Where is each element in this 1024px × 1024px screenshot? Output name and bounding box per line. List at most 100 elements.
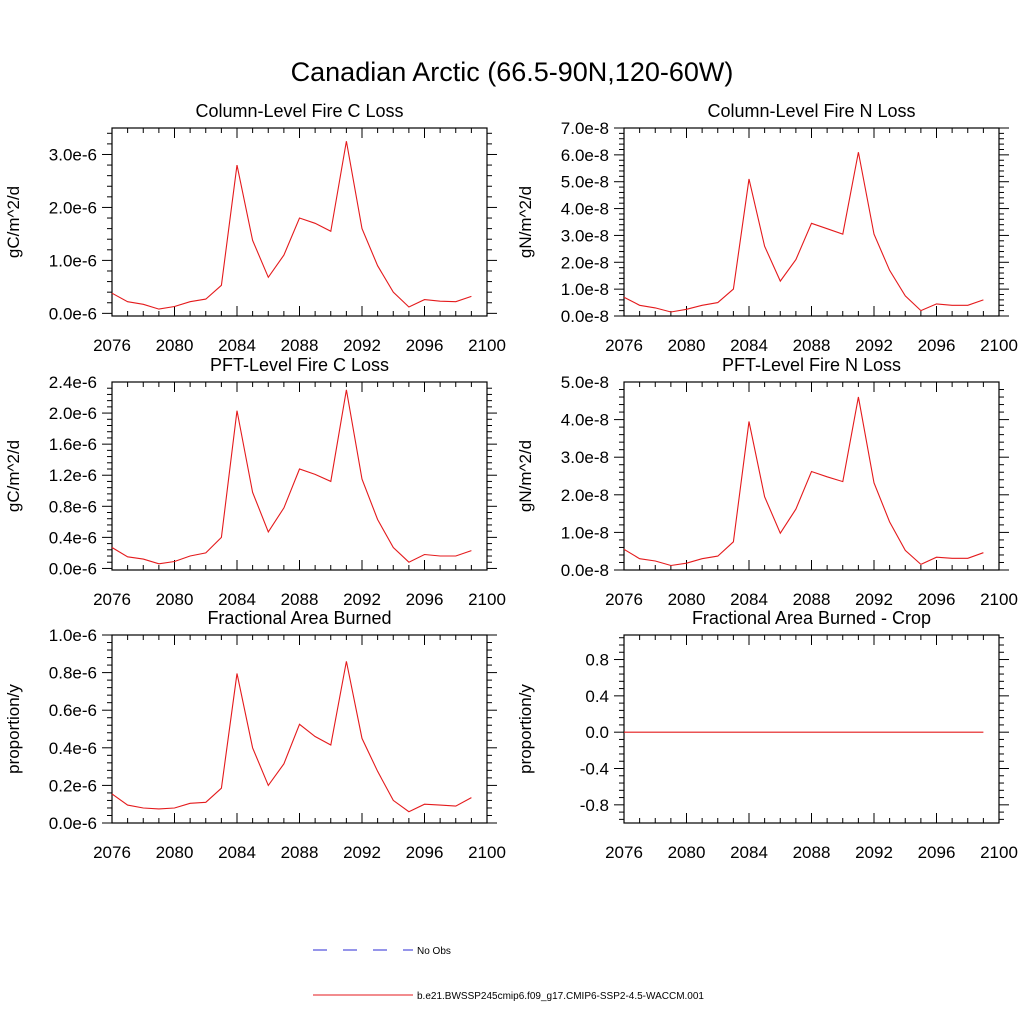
y-tick-label: 0.0e-8 bbox=[561, 307, 609, 326]
y-axis-label: gN/m^2/d bbox=[516, 440, 535, 512]
y-tick-label: 7.0e-8 bbox=[561, 119, 609, 138]
chart-panel-4: PFT-Level Fire N Loss gN/m^2/d 2076 2080 208… bbox=[516, 355, 1018, 609]
y-tick-label: 5.0e-8 bbox=[561, 373, 609, 392]
y-tick-label: 0.0e-6 bbox=[49, 559, 97, 578]
plot-frame bbox=[623, 381, 1000, 571]
x-tick-label: 2100 bbox=[980, 336, 1018, 355]
y-tick-label: -0.8 bbox=[580, 796, 609, 815]
y-tick-label: 1.0e-6 bbox=[49, 626, 97, 645]
y-tick-label: 2.0e-8 bbox=[561, 486, 609, 505]
y-tick-label: 2.0e-6 bbox=[49, 404, 97, 423]
y-tick-label: 0.4e-6 bbox=[49, 528, 97, 547]
x-tick-label: 2092 bbox=[855, 590, 893, 609]
y-tick-label: 1.0e-8 bbox=[561, 280, 609, 299]
x-tick-label: 2100 bbox=[468, 336, 506, 355]
panel-title: Column-Level Fire N Loss bbox=[707, 101, 915, 121]
y-tick-label: 0.8e-6 bbox=[49, 664, 97, 683]
main-title: Canadian Arctic (66.5-90N,120-60W) bbox=[291, 57, 734, 87]
x-tick-label: 2092 bbox=[855, 336, 893, 355]
x-tick-label: 2084 bbox=[730, 843, 768, 862]
x-tick-label: 2092 bbox=[343, 336, 381, 355]
panel-title: PFT-Level Fire C Loss bbox=[210, 355, 389, 375]
y-tick-label: 3.0e-8 bbox=[561, 226, 609, 245]
series-line bbox=[623, 396, 984, 567]
series-line bbox=[111, 141, 472, 310]
y-tick-label: 4.0e-8 bbox=[561, 200, 609, 219]
x-tick-label: 2080 bbox=[668, 590, 706, 609]
x-tick-label: 2080 bbox=[156, 590, 194, 609]
x-tick-label: 2096 bbox=[406, 843, 444, 862]
panel-title: PFT-Level Fire N Loss bbox=[722, 355, 901, 375]
y-tick-label: 0.8 bbox=[585, 651, 609, 670]
y-axis-label: proportion/y bbox=[516, 684, 535, 774]
x-tick-label: 2100 bbox=[468, 590, 506, 609]
plot-frame bbox=[623, 634, 1000, 824]
x-tick-label: 2080 bbox=[668, 336, 706, 355]
x-tick-label: 2096 bbox=[918, 336, 956, 355]
plot-frame bbox=[111, 127, 488, 317]
x-tick-label: 2100 bbox=[468, 843, 506, 862]
y-tick-label: 0.4 bbox=[585, 687, 609, 706]
y-axis-label: gC/m^2/d bbox=[4, 440, 23, 512]
x-tick-label: 2076 bbox=[93, 336, 131, 355]
series-line bbox=[111, 389, 472, 565]
chart-panel-1: Column-Level Fire C Loss gC/m^2/d 2076 2080… bbox=[4, 101, 506, 355]
panel-title: Column-Level Fire C Loss bbox=[195, 101, 403, 121]
y-tick-label: 0.8e-6 bbox=[49, 497, 97, 516]
x-tick-label: 2092 bbox=[343, 590, 381, 609]
x-tick-label: 2088 bbox=[793, 590, 831, 609]
y-tick-label: 3.0e-8 bbox=[561, 448, 609, 467]
y-tick-label: 0.0e-8 bbox=[561, 561, 609, 580]
x-tick-label: 2080 bbox=[668, 843, 706, 862]
legend-label-model: b.e21.BWSSP245cmip6.f09_g17.CMIP6-SSP2-4… bbox=[417, 991, 704, 1002]
y-axis-label: proportion/y bbox=[4, 684, 23, 774]
series-line bbox=[623, 152, 984, 313]
x-tick-label: 2076 bbox=[605, 336, 643, 355]
y-tick-label: 2.0e-8 bbox=[561, 253, 609, 272]
x-tick-label: 2092 bbox=[855, 843, 893, 862]
x-tick-label: 2076 bbox=[93, 590, 131, 609]
y-tick-label: 0.0 bbox=[585, 723, 609, 742]
y-tick-label: 2.0e-6 bbox=[49, 198, 97, 217]
y-tick-label: 0.0e-6 bbox=[49, 304, 97, 323]
x-tick-label: 2088 bbox=[793, 336, 831, 355]
plot-frame bbox=[111, 381, 488, 571]
x-tick-label: 2076 bbox=[93, 843, 131, 862]
y-tick-label: 1.6e-6 bbox=[49, 435, 97, 454]
y-tick-label: 3.0e-6 bbox=[49, 145, 97, 164]
x-tick-label: 2080 bbox=[156, 843, 194, 862]
panels: Column-Level Fire C Loss gC/m^2/d 2076 2080… bbox=[4, 101, 1018, 862]
y-tick-label: -0.4 bbox=[580, 760, 609, 779]
panel-title: Fractional Area Burned - Crop bbox=[692, 608, 931, 628]
y-tick-label: 0.6e-6 bbox=[49, 701, 97, 720]
plot-frame bbox=[111, 634, 488, 824]
y-tick-label: 5.0e-8 bbox=[561, 173, 609, 192]
x-tick-label: 2084 bbox=[218, 336, 256, 355]
x-tick-label: 2084 bbox=[218, 843, 256, 862]
chart-panel-3: PFT-Level Fire C Loss gC/m^2/d 2076 2080 208… bbox=[4, 355, 506, 609]
y-tick-label: 1.0e-8 bbox=[561, 523, 609, 542]
x-tick-label: 2084 bbox=[218, 590, 256, 609]
x-tick-label: 2076 bbox=[605, 590, 643, 609]
x-tick-label: 2100 bbox=[980, 843, 1018, 862]
x-tick-label: 2076 bbox=[605, 843, 643, 862]
x-tick-label: 2084 bbox=[730, 336, 768, 355]
y-tick-label: 1.2e-6 bbox=[49, 466, 97, 485]
series-line bbox=[111, 661, 472, 813]
x-tick-label: 2080 bbox=[156, 336, 194, 355]
x-tick-label: 2100 bbox=[980, 590, 1018, 609]
x-tick-label: 2088 bbox=[281, 336, 319, 355]
x-tick-label: 2088 bbox=[281, 590, 319, 609]
legend: No Obs b.e21.BWSSP245cmip6.f09_g17.CMIP6… bbox=[313, 946, 704, 1002]
y-axis-label: gC/m^2/d bbox=[4, 186, 23, 258]
y-tick-label: 0.2e-6 bbox=[49, 776, 97, 795]
chart-panel-2: Column-Level Fire N Loss gN/m^2/d 2076 2080… bbox=[516, 101, 1018, 355]
y-tick-label: 0.4e-6 bbox=[49, 739, 97, 758]
y-tick-label: 2.4e-6 bbox=[49, 373, 97, 392]
y-tick-label: 0.0e-6 bbox=[49, 814, 97, 833]
chart-panel-5: Fractional Area Burned proportion/y 2076 20… bbox=[4, 608, 506, 862]
plot-frame bbox=[623, 127, 1000, 317]
x-tick-label: 2096 bbox=[918, 843, 956, 862]
panel-title: Fractional Area Burned bbox=[207, 608, 391, 628]
